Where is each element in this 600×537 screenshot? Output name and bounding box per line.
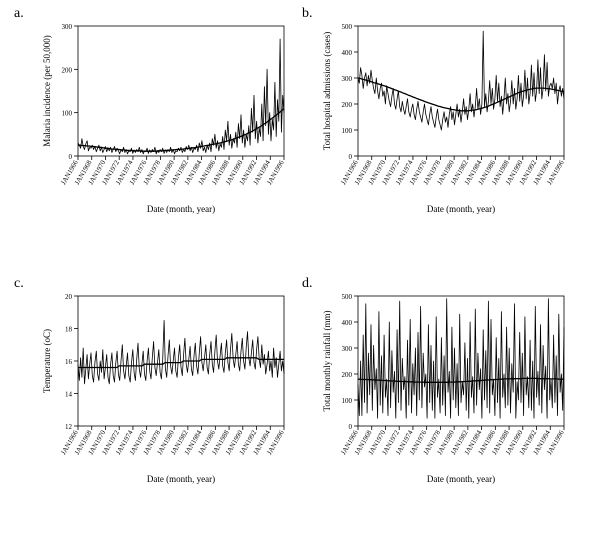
svg-text:Temperature (oC): Temperature (oC) [42, 329, 52, 393]
svg-text:18: 18 [65, 326, 73, 334]
svg-text:300: 300 [342, 345, 353, 353]
svg-text:200: 200 [342, 371, 353, 379]
panel-letter-d: d. [302, 276, 313, 292]
svg-text:300: 300 [342, 75, 353, 83]
svg-text:Date (month, year): Date (month, year) [427, 204, 495, 214]
svg-text:Total hospital admissions (cas: Total hospital admissions (cases) [322, 32, 332, 151]
svg-text:14: 14 [65, 391, 73, 399]
svg-text:500: 500 [342, 23, 353, 31]
svg-text:300: 300 [62, 23, 73, 31]
svg-text:Total monthly rainfall (mm): Total monthly rainfall (mm) [322, 310, 332, 411]
svg-text:Date (month, year): Date (month, year) [147, 204, 215, 214]
svg-text:100: 100 [62, 110, 73, 118]
svg-text:Date (month, year): Date (month, year) [427, 474, 495, 484]
svg-text:16: 16 [65, 358, 73, 366]
chart-panel-a: 0100200300Malaria incidence (per 50,000)… [40, 20, 290, 220]
svg-text:500: 500 [342, 293, 353, 301]
svg-text:400: 400 [342, 49, 353, 57]
svg-text:200: 200 [62, 66, 73, 74]
chart-panel-c: 1214161820Temperature (oC)JAN1966JAN1968… [40, 290, 290, 490]
svg-text:Date (month, year): Date (month, year) [147, 474, 215, 484]
svg-text:20: 20 [65, 293, 73, 301]
chart-panel-b: 0100200300400500Total hospital admission… [320, 20, 570, 220]
svg-text:Malaria incidence (per 50,000): Malaria incidence (per 50,000) [42, 35, 52, 146]
svg-text:100: 100 [342, 397, 353, 405]
panel-letter-c: c. [14, 276, 24, 292]
panel-letter-a: a. [14, 6, 24, 22]
svg-text:400: 400 [342, 319, 353, 327]
svg-text:200: 200 [342, 101, 353, 109]
panel-letter-b: b. [302, 6, 313, 22]
svg-text:100: 100 [342, 127, 353, 135]
chart-panel-d: 0100200300400500Total monthly rainfall (… [320, 290, 570, 490]
figure-grid: { "typography":{"label_fontsize":9,"pane… [0, 0, 600, 537]
